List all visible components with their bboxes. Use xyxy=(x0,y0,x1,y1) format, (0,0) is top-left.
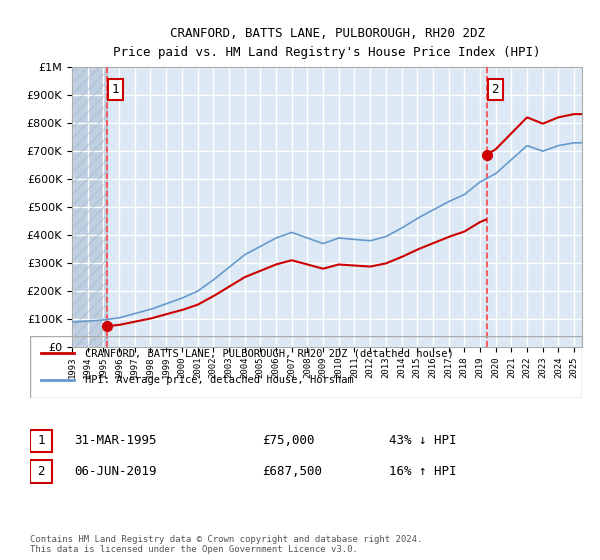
Text: CRANFORD, BATTS LANE, PULBOROUGH, RH20 2DZ (detached house): CRANFORD, BATTS LANE, PULBOROUGH, RH20 2… xyxy=(85,348,454,358)
Bar xyxy=(72,67,107,347)
Text: 1: 1 xyxy=(112,83,119,96)
Title: CRANFORD, BATTS LANE, PULBOROUGH, RH20 2DZ
Price paid vs. HM Land Registry's Hou: CRANFORD, BATTS LANE, PULBOROUGH, RH20 2… xyxy=(113,27,541,59)
Text: Contains HM Land Registry data © Crown copyright and database right 2024.
This d: Contains HM Land Registry data © Crown c… xyxy=(30,535,422,554)
Text: 43% ↓ HPI: 43% ↓ HPI xyxy=(389,435,457,447)
Text: £75,000: £75,000 xyxy=(262,435,314,447)
Text: 2: 2 xyxy=(491,83,499,96)
Text: 31-MAR-1995: 31-MAR-1995 xyxy=(74,435,157,447)
Text: 06-JUN-2019: 06-JUN-2019 xyxy=(74,465,157,478)
Bar xyxy=(30,460,52,483)
Text: HPI: Average price, detached house, Horsham: HPI: Average price, detached house, Hors… xyxy=(85,375,354,385)
Text: 2: 2 xyxy=(37,465,45,478)
Bar xyxy=(30,430,52,452)
Text: 16% ↑ HPI: 16% ↑ HPI xyxy=(389,465,457,478)
Text: £687,500: £687,500 xyxy=(262,465,322,478)
Text: 1: 1 xyxy=(37,435,45,447)
Bar xyxy=(72,67,107,347)
